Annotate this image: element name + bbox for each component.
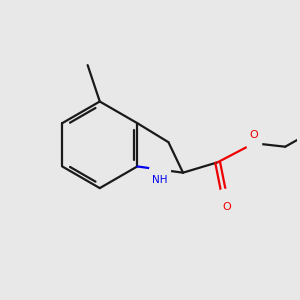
Circle shape	[217, 189, 232, 205]
Circle shape	[246, 136, 262, 151]
Text: O: O	[250, 130, 258, 140]
Text: NH: NH	[152, 175, 167, 185]
Text: O: O	[222, 202, 231, 212]
Circle shape	[150, 159, 170, 180]
